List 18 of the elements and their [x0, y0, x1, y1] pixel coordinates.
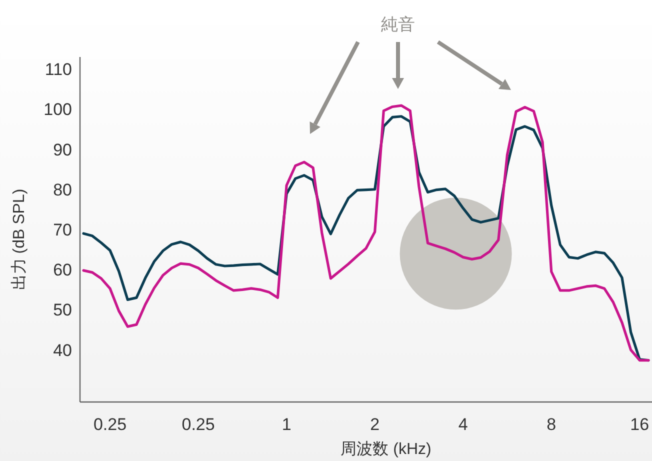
x-tick-label: 0.25	[93, 415, 127, 434]
text: 純音	[381, 15, 415, 34]
y-tick-label: 90	[53, 140, 72, 160]
y-tick-label: 80	[53, 180, 72, 200]
y-tick-label: 40	[53, 340, 72, 360]
y-tick-label: 110	[44, 60, 72, 80]
x-tick-label: 16	[630, 415, 650, 434]
x-tick-label: 4	[458, 415, 468, 434]
x-tick-label: 2	[370, 415, 380, 434]
y-tick-label: 70	[53, 220, 72, 240]
x-tick-label: 1	[282, 415, 292, 434]
x-axis-title: 周波数 (kHz)	[340, 440, 432, 458]
y-tick-label: 50	[53, 300, 72, 320]
y-axis-title: 出力 (dB SPL)	[10, 188, 28, 290]
x-tick-label: 0.25	[182, 415, 215, 434]
y-tick-label: 60	[53, 260, 72, 280]
y-tick-label: 100	[44, 100, 72, 120]
x-tick-label: 8	[546, 415, 556, 434]
